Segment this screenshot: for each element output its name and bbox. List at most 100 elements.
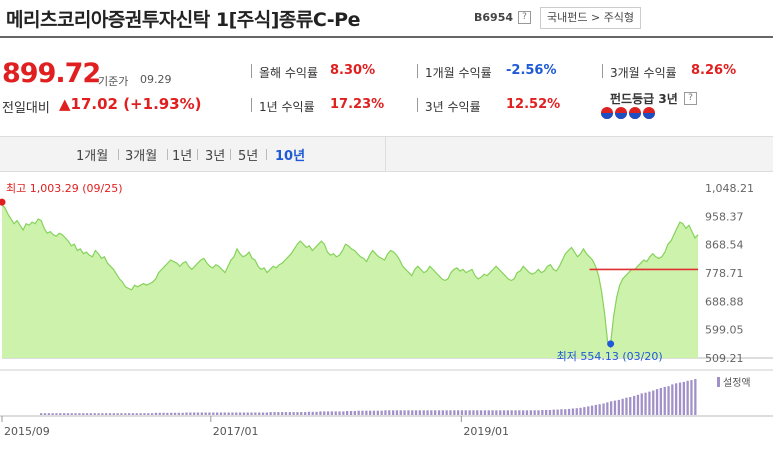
volume-bar <box>617 399 620 415</box>
stat-1m-label: 1개월 수익률 <box>425 66 492 80</box>
volume-bar <box>552 409 555 415</box>
volume-bar <box>139 413 142 415</box>
change-value: ▲17.02 (+1.93%) <box>59 95 202 113</box>
volume-bar <box>311 411 314 415</box>
volume-bar <box>277 412 280 415</box>
y-tick-label: 868.54 <box>705 239 744 252</box>
tab-10y[interactable]: 10년 <box>275 149 306 164</box>
volume-bar <box>273 412 276 415</box>
volume-bar <box>330 411 333 415</box>
chart-labels: 1,048.21 958.37 868.54 778.71 688.88 599.05 50… <box>4 182 754 438</box>
volume-bar <box>575 408 578 415</box>
volume-bar <box>621 398 624 415</box>
volume-bar <box>407 410 410 415</box>
volume-bar <box>464 410 467 415</box>
tab-1m[interactable]: 1개월 <box>76 149 109 164</box>
volume-bar <box>449 410 452 415</box>
volume-bar <box>411 410 414 415</box>
volume-bar <box>85 413 89 415</box>
volume-bar <box>675 383 678 415</box>
stat-3y-value: 12.52% <box>506 97 561 112</box>
tab-separator <box>230 149 231 160</box>
volume-bar <box>40 413 43 415</box>
volume-bar <box>288 412 291 415</box>
volume-bar <box>120 413 123 415</box>
volume-bar <box>231 412 234 415</box>
taegeuk-grade-icon <box>601 107 655 119</box>
volume-bar <box>403 410 406 415</box>
stat-1y-value: 17.23% <box>330 97 385 112</box>
volume-bar <box>269 412 272 415</box>
volume-bar <box>525 410 529 415</box>
category-breadcrumb[interactable]: 국내펀드 > 주식형 <box>540 7 642 29</box>
volume-bar <box>158 412 161 415</box>
volume-bar <box>522 410 525 415</box>
y-tick-label: 958.37 <box>705 210 744 223</box>
volume-bar <box>468 410 471 415</box>
volume-bar <box>445 410 448 415</box>
header-divider <box>0 36 773 38</box>
volume-bar <box>602 403 605 415</box>
volume-bar <box>235 412 238 415</box>
volume-bar <box>357 410 360 415</box>
volume-bar <box>610 401 613 415</box>
volume-bar <box>216 412 219 415</box>
volume-bar <box>571 408 575 415</box>
tab-3y[interactable]: 3년 <box>205 149 226 164</box>
volume-bar <box>682 381 685 415</box>
volume-bar <box>564 409 567 415</box>
volume-bar <box>502 410 506 415</box>
tab-5y[interactable]: 5년 <box>238 149 259 164</box>
volume-bar <box>365 410 368 415</box>
stat-separator <box>251 98 252 112</box>
volume-bars <box>40 379 697 415</box>
volume-bar <box>51 413 54 415</box>
fund-code: B6954 <box>474 11 513 24</box>
price-area <box>0 198 699 358</box>
volume-bar <box>166 412 169 415</box>
volume-bar <box>135 413 138 415</box>
volume-bar <box>105 413 108 415</box>
volume-bar <box>667 386 670 415</box>
volume-bar <box>583 407 586 415</box>
volume-bar <box>181 412 184 415</box>
stat-3m-value: 8.26% <box>691 63 737 78</box>
grade-mark-icon <box>601 107 613 119</box>
volume-bar <box>659 388 662 415</box>
volume-bar <box>537 410 540 415</box>
volume-bar <box>671 384 674 415</box>
volume-bar <box>143 413 146 415</box>
volume-bar <box>258 412 261 415</box>
volume-bar <box>369 410 372 415</box>
volume-bar <box>594 404 597 415</box>
volume-bar <box>300 412 303 415</box>
volume-bar <box>307 411 311 415</box>
stat-ytd-label: 올해 수익률 <box>259 66 319 80</box>
volume-bar <box>173 412 177 415</box>
volume-bar <box>361 410 364 415</box>
volume-bar <box>101 413 104 415</box>
volume-bar <box>506 410 509 415</box>
volume-bar <box>541 410 544 415</box>
volume-bar <box>491 410 494 415</box>
grade-help-icon[interactable]: ? <box>684 92 697 105</box>
volume-bar <box>346 411 349 415</box>
tab-separator <box>197 149 198 160</box>
volume-bar <box>59 413 62 415</box>
volume-legend-label: 설정액 <box>723 377 751 389</box>
volume-bar <box>384 410 387 415</box>
stat-1y-label: 1년 수익률 <box>259 100 315 114</box>
volume-bar <box>644 392 647 415</box>
help-icon[interactable]: ? <box>518 11 531 24</box>
y-tick-label: 509.21 <box>705 352 744 365</box>
tab-separator <box>118 149 119 160</box>
volume-bar <box>418 410 421 415</box>
y-tick-label: 599.05 <box>705 324 744 337</box>
volume-bar <box>185 412 188 415</box>
volume-bar <box>422 410 425 415</box>
tabbar-divider <box>385 137 386 171</box>
tab-3m[interactable]: 3개월 <box>125 149 158 164</box>
volume-bar <box>476 410 479 415</box>
tab-1y[interactable]: 1년 <box>172 149 193 164</box>
volume-bar <box>629 397 632 415</box>
